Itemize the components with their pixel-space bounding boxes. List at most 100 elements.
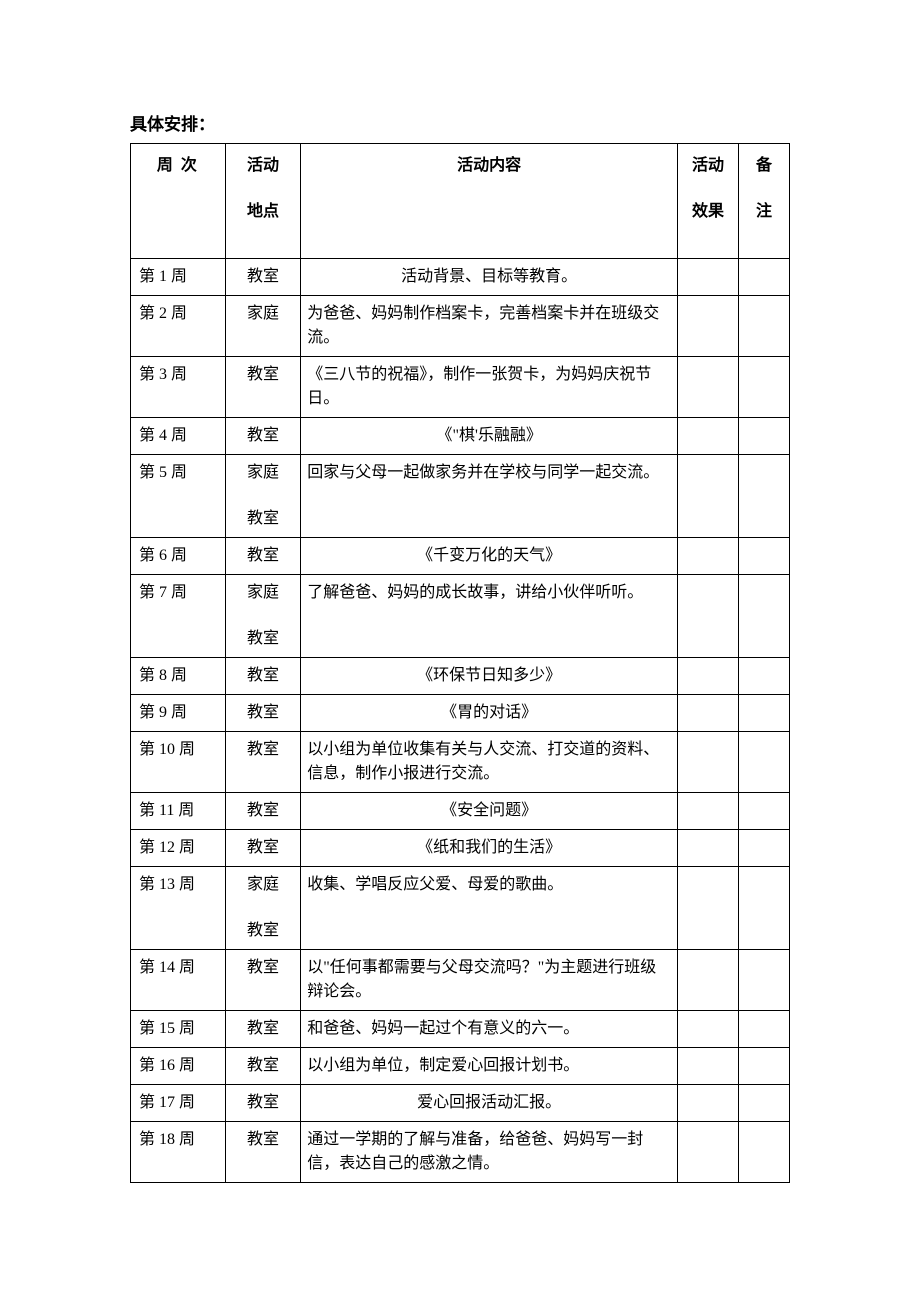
cell-content: 以"任何事都需要与父母交流吗？"为主题进行班级辩论会。 <box>301 950 678 1011</box>
table-header: 周 次 活动 地点 活动内容 <box>131 144 790 259</box>
cell-week: 第 9 周 <box>131 695 226 732</box>
cell-effect <box>678 658 739 695</box>
cell-week: 第 3 周 <box>131 357 226 418</box>
cell-content: 和爸爸、妈妈一起过个有意义的六一。 <box>301 1011 678 1048</box>
cell-place: 教室 <box>225 1085 300 1122</box>
cell-effect <box>678 1011 739 1048</box>
cell-content: 《安全问题》 <box>301 793 678 830</box>
cell-content: 《环保节日知多少》 <box>301 658 678 695</box>
table-row: 第 6 周教室《千变万化的天气》 <box>131 538 790 575</box>
table-row: 第 14 周教室以"任何事都需要与父母交流吗？"为主题进行班级辩论会。 <box>131 950 790 1011</box>
cell-week: 第 7 周 <box>131 575 226 658</box>
header-note: 备 注 <box>738 144 789 259</box>
table-row: 第 4 周教室《"棋'乐融融》 <box>131 418 790 455</box>
cell-place: 家庭教室 <box>225 575 300 658</box>
cell-note <box>738 575 789 658</box>
cell-place: 教室 <box>225 830 300 867</box>
cell-note <box>738 1011 789 1048</box>
cell-note <box>738 867 789 950</box>
cell-place: 教室 <box>225 658 300 695</box>
cell-note <box>738 357 789 418</box>
table-body: 第 1 周教室活动背景、目标等教育。第 2 周家庭为爸爸、妈妈制作档案卡，完善档… <box>131 259 790 1183</box>
cell-effect <box>678 867 739 950</box>
cell-place: 家庭 <box>225 296 300 357</box>
cell-effect <box>678 296 739 357</box>
cell-effect <box>678 1048 739 1085</box>
cell-content: 收集、学唱反应父爱、母爱的歌曲。 <box>301 867 678 950</box>
table-row: 第 7 周家庭教室了解爸爸、妈妈的成长故事，讲给小伙伴听听。 <box>131 575 790 658</box>
cell-effect <box>678 357 739 418</box>
cell-week: 第 2 周 <box>131 296 226 357</box>
cell-effect <box>678 950 739 1011</box>
cell-place: 教室 <box>225 1048 300 1085</box>
header-place: 活动 地点 <box>225 144 300 259</box>
table-row: 第 5 周家庭教室回家与父母一起做家务并在学校与同学一起交流。 <box>131 455 790 538</box>
cell-week: 第 5 周 <box>131 455 226 538</box>
cell-note <box>738 296 789 357</box>
cell-place: 教室 <box>225 418 300 455</box>
cell-effect <box>678 793 739 830</box>
cell-content: 《胃的对话》 <box>301 695 678 732</box>
table-row: 第 9 周教室《胃的对话》 <box>131 695 790 732</box>
table-row: 第 17 周教室爱心回报活动汇报。 <box>131 1085 790 1122</box>
cell-week: 第 8 周 <box>131 658 226 695</box>
cell-week: 第 18 周 <box>131 1122 226 1183</box>
cell-week: 第 10 周 <box>131 732 226 793</box>
cell-note <box>738 658 789 695</box>
table-row: 第 1 周教室活动背景、目标等教育。 <box>131 259 790 296</box>
table-row: 第 12 周教室《纸和我们的生活》 <box>131 830 790 867</box>
cell-week: 第 16 周 <box>131 1048 226 1085</box>
table-row: 第 18 周教室通过一学期的了解与准备，给爸爸、妈妈写一封信，表达自己的感激之情… <box>131 1122 790 1183</box>
cell-week: 第 15 周 <box>131 1011 226 1048</box>
table-row: 第 10 周教室以小组为单位收集有关与人交流、打交道的资料、信息，制作小报进行交… <box>131 732 790 793</box>
cell-content: 通过一学期的了解与准备，给爸爸、妈妈写一封信，表达自己的感激之情。 <box>301 1122 678 1183</box>
cell-place: 教室 <box>225 1011 300 1048</box>
table-row: 第 13 周家庭教室收集、学唱反应父爱、母爱的歌曲。 <box>131 867 790 950</box>
cell-effect <box>678 695 739 732</box>
cell-week: 第 11 周 <box>131 793 226 830</box>
cell-place: 教室 <box>225 732 300 793</box>
cell-content: 《三八节的祝福》，制作一张贺卡，为妈妈庆祝节日。 <box>301 357 678 418</box>
cell-effect <box>678 575 739 658</box>
cell-effect <box>678 830 739 867</box>
cell-note <box>738 455 789 538</box>
cell-week: 第 14 周 <box>131 950 226 1011</box>
cell-week: 第 13 周 <box>131 867 226 950</box>
header-effect: 活动 效果 <box>678 144 739 259</box>
cell-place: 教室 <box>225 1122 300 1183</box>
cell-place: 教室 <box>225 950 300 1011</box>
cell-effect <box>678 1085 739 1122</box>
cell-place: 教室 <box>225 538 300 575</box>
table-row: 第 16 周教室以小组为单位，制定爱心回报计划书。 <box>131 1048 790 1085</box>
table-row: 第 8 周教室《环保节日知多少》 <box>131 658 790 695</box>
cell-place: 教室 <box>225 793 300 830</box>
schedule-table: 周 次 活动 地点 活动内容 <box>130 143 790 1183</box>
header-content: 活动内容 <box>301 144 678 259</box>
cell-content: 爱心回报活动汇报。 <box>301 1085 678 1122</box>
section-title: 具体安排： <box>130 110 790 135</box>
cell-place: 教室 <box>225 357 300 418</box>
cell-effect <box>678 418 739 455</box>
cell-note <box>738 830 789 867</box>
cell-note <box>738 950 789 1011</box>
cell-content: 以小组为单位，制定爱心回报计划书。 <box>301 1048 678 1085</box>
cell-note <box>738 695 789 732</box>
table-row: 第 11 周教室《安全问题》 <box>131 793 790 830</box>
page-container: 具体安排： 周 次 活动 地点 <box>0 0 920 1243</box>
cell-week: 第 17 周 <box>131 1085 226 1122</box>
cell-note <box>738 732 789 793</box>
cell-place: 教室 <box>225 259 300 296</box>
cell-place: 教室 <box>225 695 300 732</box>
cell-content: 活动背景、目标等教育。 <box>301 259 678 296</box>
cell-place: 家庭教室 <box>225 867 300 950</box>
cell-week: 第 4 周 <box>131 418 226 455</box>
cell-content: 回家与父母一起做家务并在学校与同学一起交流。 <box>301 455 678 538</box>
cell-week: 第 12 周 <box>131 830 226 867</box>
cell-place: 家庭教室 <box>225 455 300 538</box>
cell-effect <box>678 538 739 575</box>
table-row: 第 15 周教室和爸爸、妈妈一起过个有意义的六一。 <box>131 1011 790 1048</box>
cell-note <box>738 259 789 296</box>
cell-content: 为爸爸、妈妈制作档案卡，完善档案卡并在班级交流。 <box>301 296 678 357</box>
cell-content: 《纸和我们的生活》 <box>301 830 678 867</box>
cell-week: 第 6 周 <box>131 538 226 575</box>
